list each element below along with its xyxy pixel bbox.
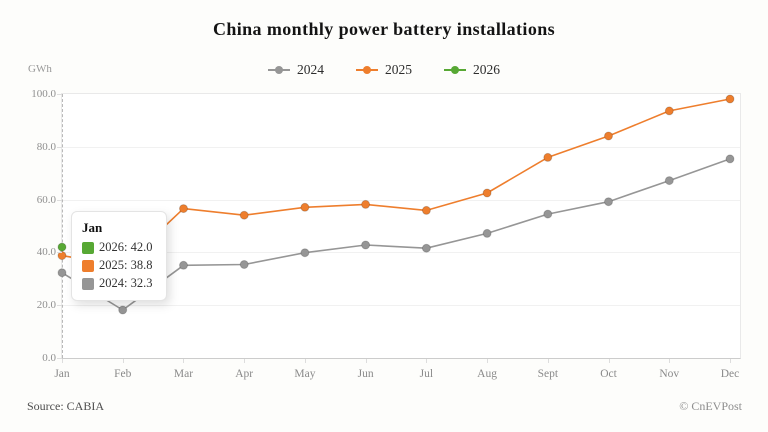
x-tick-label-oct: Oct — [600, 368, 617, 380]
x-tick-mark — [608, 359, 610, 363]
data-point-2025-mar[interactable] — [179, 204, 188, 214]
x-tick-label-apr: Apr — [235, 368, 254, 380]
data-point-2024-apr[interactable] — [239, 260, 249, 269]
tooltip-row-text: 2025: 38.8 — [99, 258, 153, 272]
plot-area: Jan 2026: 42.0 2025: 38.8 2024: 32.3 — [57, 93, 741, 359]
legend-item-2024[interactable]: 2024 — [268, 62, 324, 78]
data-point-2024-aug[interactable] — [482, 228, 492, 238]
legend-label: 2025 — [385, 62, 412, 77]
gridline — [62, 199, 740, 201]
x-tick-label-sept: Sept — [537, 368, 559, 380]
x-tick-label-jul: Jul — [419, 368, 434, 380]
x-tick-mark — [365, 359, 367, 363]
x-tick-mark — [669, 359, 671, 363]
data-point-2024-jan[interactable] — [57, 268, 67, 278]
data-point-2026-jan[interactable] — [57, 242, 67, 252]
tooltip-row-text: 2026: 42.0 — [99, 240, 153, 254]
data-point-2025-jan[interactable] — [57, 251, 67, 261]
y-tick-mark — [57, 358, 62, 359]
data-point-2025-sept[interactable] — [543, 152, 553, 162]
series-line-2024 — [61, 158, 731, 311]
crosshair-dashed-line — [62, 94, 63, 358]
data-point-2025-nov[interactable] — [664, 106, 674, 116]
y-tick-label: 80.0 — [36, 140, 56, 153]
data-point-2024-oct[interactable] — [604, 197, 613, 207]
chart-title: China monthly power battery installation… — [212, 19, 556, 39]
data-point-2025-may[interactable] — [300, 202, 310, 212]
y-tick-mark — [57, 199, 62, 201]
gridline — [62, 305, 740, 307]
legend: 2024 2025 2026 — [0, 62, 768, 78]
series-line-2025 — [61, 98, 731, 267]
x-tick-label-aug: Aug — [477, 368, 497, 380]
x-tick-mark — [62, 359, 63, 363]
data-point-2025-apr[interactable] — [239, 210, 249, 220]
legend-item-2026[interactable]: 2026 — [444, 62, 500, 78]
data-point-2025-aug[interactable] — [482, 188, 492, 198]
y-tick-label: 60.0 — [36, 193, 56, 206]
gridline — [62, 252, 740, 254]
x-tick-mark — [183, 359, 185, 363]
legend-marker-icon — [268, 66, 290, 75]
tooltip-color-chip — [82, 241, 94, 254]
data-point-2025-oct[interactable] — [604, 131, 613, 141]
tooltip-row-2026: 2026: 42.0 — [82, 240, 156, 255]
x-tick-label-jan: Jan — [54, 368, 70, 380]
x-tick-mark — [122, 359, 124, 363]
tooltip: Jan 2026: 42.0 2025: 38.8 2024: 32.3 — [71, 211, 167, 301]
x-tick-label-jun: Jun — [357, 368, 374, 380]
y-tick-label: 40.0 — [36, 246, 56, 259]
data-point-2024-jul[interactable] — [421, 243, 431, 253]
x-tick-mark — [304, 359, 306, 363]
tooltip-color-chip — [82, 259, 94, 272]
data-point-2024-mar[interactable] — [179, 260, 188, 270]
y-tick-mark — [57, 252, 62, 254]
legend-marker-icon — [444, 66, 466, 75]
tooltip-row-2024: 2024: 32.3 — [82, 276, 156, 291]
y-tick-label: 0.0 — [42, 352, 56, 364]
legend-label: 2026 — [473, 62, 500, 77]
tooltip-row-text: 2024: 32.3 — [99, 276, 153, 290]
y-tick-label: 100.0 — [31, 88, 56, 100]
x-tick-label-nov: Nov — [659, 368, 680, 380]
y-tick-label: 20.0 — [36, 299, 56, 312]
x-tick-label-mar: Mar — [173, 368, 194, 380]
data-point-2024-jun[interactable] — [361, 240, 371, 250]
y-axis-unit-label: GWh — [28, 63, 52, 75]
x-tick-label-dec: Dec — [720, 368, 740, 380]
y-tick-mark — [57, 94, 62, 95]
tooltip-row-2025: 2025: 38.8 — [82, 258, 156, 273]
data-point-2024-dec[interactable] — [725, 154, 735, 164]
x-tick-mark — [547, 359, 549, 363]
tooltip-rows: 2026: 42.0 2025: 38.8 2024: 32.3 — [82, 240, 156, 291]
data-point-2025-jul[interactable] — [421, 205, 431, 215]
data-point-2024-sept[interactable] — [543, 209, 553, 219]
data-point-2025-dec[interactable] — [725, 94, 735, 104]
legend-label: 2024 — [297, 62, 324, 77]
data-point-2024-nov[interactable] — [664, 176, 674, 186]
data-point-2025-jun[interactable] — [361, 199, 371, 209]
tooltip-title: Jan — [82, 220, 103, 235]
data-point-2024-feb[interactable] — [118, 305, 128, 315]
x-tick-label-feb: Feb — [114, 368, 132, 380]
y-tick-mark — [57, 305, 62, 307]
legend-marker-icon — [356, 66, 378, 75]
tooltip-color-chip — [82, 277, 94, 290]
x-tick-mark — [244, 359, 246, 363]
data-point-2024-may[interactable] — [300, 248, 310, 258]
x-tick-mark — [730, 359, 731, 363]
x-tick-mark — [487, 359, 489, 363]
source-label: Source: CABIA — [27, 399, 104, 413]
y-tick-mark — [57, 146, 62, 148]
credit-label: © CnEVPost — [679, 399, 742, 413]
series-canvas — [57, 94, 735, 315]
gridline — [62, 146, 740, 148]
x-tick-label-may: May — [294, 368, 316, 380]
x-tick-mark — [426, 359, 428, 363]
legend-item-2025[interactable]: 2025 — [356, 62, 412, 78]
